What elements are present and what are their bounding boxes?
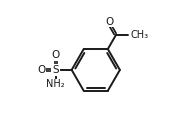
Text: O: O bbox=[37, 65, 45, 75]
Text: S: S bbox=[52, 65, 59, 75]
Text: O: O bbox=[105, 17, 113, 27]
Text: NH₂: NH₂ bbox=[46, 79, 65, 89]
Text: CH₃: CH₃ bbox=[130, 30, 148, 40]
Text: O: O bbox=[52, 50, 60, 60]
